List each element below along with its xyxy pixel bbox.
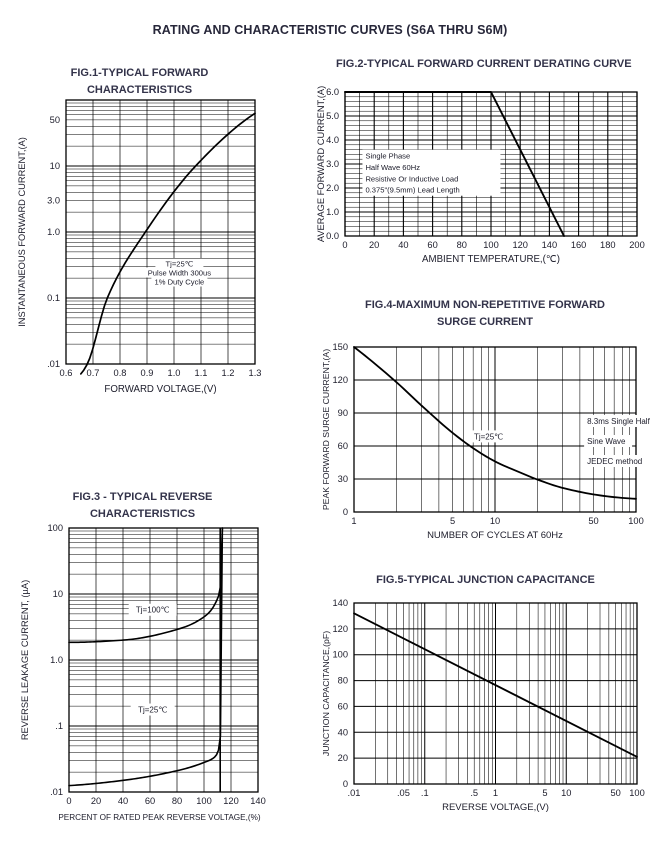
- svg-text:Half Wave 60Hz: Half Wave 60Hz: [365, 163, 420, 172]
- svg-text:0: 0: [343, 507, 348, 517]
- svg-text:20: 20: [91, 796, 101, 806]
- svg-text:5: 5: [450, 516, 455, 526]
- svg-text:AVERAGE FORWARD CURRENT,(A): AVERAGE FORWARD CURRENT,(A): [316, 86, 326, 242]
- svg-text:10: 10: [50, 161, 60, 171]
- svg-text:5.0: 5.0: [326, 111, 339, 121]
- svg-text:JUNCTION CAPACITANCE,(pF): JUNCTION CAPACITANCE,(pF): [321, 631, 331, 756]
- svg-text:80: 80: [172, 796, 182, 806]
- svg-text:1.0: 1.0: [50, 655, 63, 665]
- svg-text:140: 140: [250, 796, 266, 806]
- svg-text:1% Duty Cycle: 1% Duty Cycle: [154, 278, 204, 287]
- svg-text:Tj=25℃: Tj=25℃: [166, 260, 194, 269]
- svg-text:Resistive Or Inductive Load: Resistive Or Inductive Load: [365, 174, 458, 183]
- svg-text:50: 50: [588, 516, 598, 526]
- svg-text:50: 50: [611, 788, 621, 798]
- svg-text:0.7: 0.7: [87, 368, 100, 378]
- svg-text:40: 40: [338, 727, 348, 737]
- svg-text:160: 160: [571, 240, 587, 250]
- svg-text:1.1: 1.1: [195, 368, 208, 378]
- svg-text:NUMBER OF CYCLES AT 60Hz: NUMBER OF CYCLES AT 60Hz: [427, 530, 563, 541]
- svg-text:0: 0: [342, 240, 347, 250]
- svg-text:120: 120: [332, 375, 348, 385]
- svg-text:10: 10: [490, 516, 500, 526]
- svg-text:10: 10: [53, 589, 63, 599]
- svg-text:140: 140: [332, 598, 348, 608]
- svg-text:100: 100: [483, 240, 499, 250]
- svg-text:.01: .01: [47, 359, 60, 369]
- svg-text:80: 80: [338, 676, 348, 686]
- svg-text:60: 60: [338, 701, 348, 711]
- svg-text:0.0: 0.0: [326, 231, 339, 241]
- svg-text:0.6: 0.6: [60, 368, 73, 378]
- svg-text:AMBIENT TEMPERATURE,(℃): AMBIENT TEMPERATURE,(℃): [422, 254, 560, 265]
- svg-text:120: 120: [223, 796, 239, 806]
- svg-text:Sine Wave: Sine Wave: [587, 437, 626, 446]
- svg-text:60: 60: [145, 796, 155, 806]
- svg-text:FORWARD VOLTAGE,(V): FORWARD VOLTAGE,(V): [104, 384, 216, 395]
- svg-text:REVERSE LEAKAGE CURRENT, (µA): REVERSE LEAKAGE CURRENT, (µA): [20, 580, 30, 740]
- svg-text:180: 180: [600, 240, 616, 250]
- svg-text:120: 120: [512, 240, 528, 250]
- svg-text:0.375"(9.5mm) Lead Length: 0.375"(9.5mm) Lead Length: [365, 186, 459, 195]
- svg-text:1: 1: [493, 788, 498, 798]
- svg-text:0.8: 0.8: [114, 368, 127, 378]
- svg-text:50: 50: [50, 115, 60, 125]
- svg-text:INSTANTANEOUS FORWARD CURRENT,: INSTANTANEOUS FORWARD CURRENT,(A): [17, 137, 27, 327]
- svg-text:1.0: 1.0: [168, 368, 181, 378]
- svg-text:Single Phase: Single Phase: [365, 152, 410, 161]
- svg-text:3.0: 3.0: [326, 159, 339, 169]
- svg-text:0.1: 0.1: [47, 293, 60, 303]
- svg-text:.05: .05: [397, 788, 410, 798]
- svg-text:100: 100: [628, 516, 644, 526]
- svg-text:90: 90: [338, 408, 348, 418]
- svg-text:1.0: 1.0: [47, 227, 60, 237]
- svg-text:100: 100: [629, 788, 645, 798]
- svg-text:100: 100: [196, 796, 212, 806]
- svg-text:140: 140: [542, 240, 558, 250]
- svg-text:60: 60: [427, 240, 437, 250]
- svg-text:PEAK FORWARD SURGE CURRENT,(A): PEAK FORWARD SURGE CURRENT,(A): [321, 349, 331, 510]
- svg-text:8.3ms Single Half: 8.3ms Single Half: [587, 417, 650, 426]
- svg-text:6.0: 6.0: [326, 87, 339, 97]
- svg-text:PERCENT OF RATED PEAK REVERSE: PERCENT OF RATED PEAK REVERSE VOLTAGE,(%…: [58, 813, 261, 822]
- svg-text:1: 1: [351, 516, 356, 526]
- svg-text:.1: .1: [55, 721, 63, 731]
- svg-text:100: 100: [332, 650, 348, 660]
- svg-text:30: 30: [338, 474, 348, 484]
- svg-text:2.0: 2.0: [326, 183, 339, 193]
- svg-text:120: 120: [332, 624, 348, 634]
- svg-text:REVERSE VOLTAGE,(V): REVERSE VOLTAGE,(V): [442, 802, 549, 813]
- svg-text:4.0: 4.0: [326, 135, 339, 145]
- svg-text:Pulse Width 300us: Pulse Width 300us: [148, 269, 212, 278]
- svg-text:.1: .1: [421, 788, 429, 798]
- svg-text:0: 0: [66, 796, 71, 806]
- svg-text:1.3: 1.3: [249, 368, 262, 378]
- svg-text:80: 80: [457, 240, 467, 250]
- svg-text:20: 20: [369, 240, 379, 250]
- svg-text:.01: .01: [348, 788, 361, 798]
- svg-text:10: 10: [561, 788, 571, 798]
- svg-text:100: 100: [47, 523, 63, 533]
- svg-text:60: 60: [338, 441, 348, 451]
- svg-text:.5: .5: [470, 788, 478, 798]
- svg-text:1.2: 1.2: [222, 368, 235, 378]
- svg-text:40: 40: [118, 796, 128, 806]
- svg-text:.01: .01: [50, 787, 63, 797]
- svg-text:Tj=100℃: Tj=100℃: [136, 606, 170, 615]
- svg-text:200: 200: [629, 240, 645, 250]
- svg-text:JEDEC method: JEDEC method: [587, 457, 642, 466]
- svg-text:150: 150: [332, 342, 348, 352]
- svg-text:1.0: 1.0: [326, 207, 339, 217]
- svg-text:Tj=25℃: Tj=25℃: [474, 432, 503, 441]
- svg-text:0.9: 0.9: [141, 368, 154, 378]
- svg-text:20: 20: [338, 753, 348, 763]
- svg-text:3.0: 3.0: [47, 196, 60, 206]
- svg-text:40: 40: [398, 240, 408, 250]
- svg-text:5: 5: [542, 788, 547, 798]
- svg-text:Tj=25℃: Tj=25℃: [138, 706, 167, 715]
